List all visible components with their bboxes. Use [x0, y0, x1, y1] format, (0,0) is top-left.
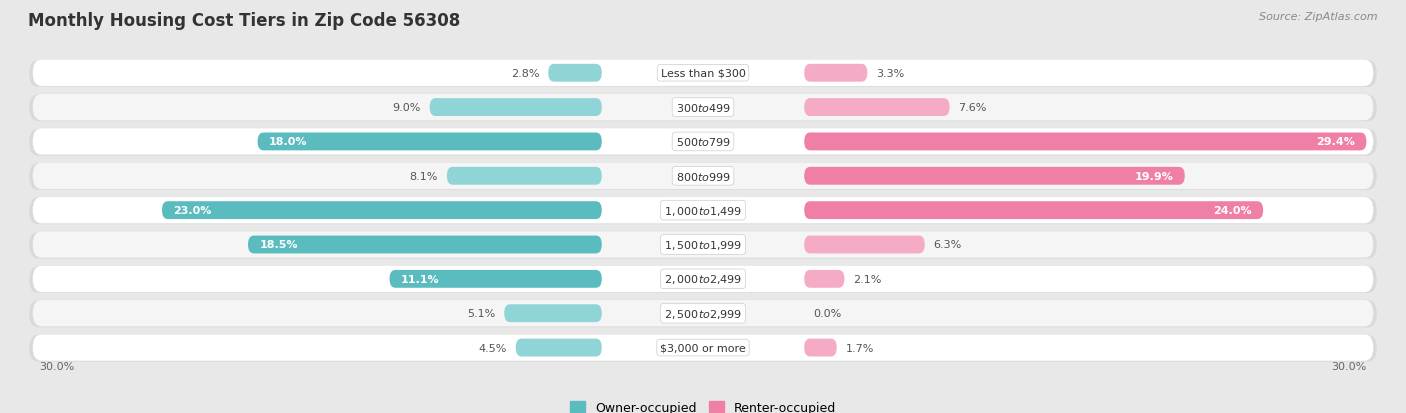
Text: 2.8%: 2.8% — [510, 69, 540, 78]
Text: 3.3%: 3.3% — [876, 69, 904, 78]
Text: $1,500 to $1,999: $1,500 to $1,999 — [664, 238, 742, 252]
FancyBboxPatch shape — [32, 60, 1374, 87]
Text: 0.0%: 0.0% — [813, 309, 841, 318]
FancyBboxPatch shape — [505, 304, 602, 323]
Text: $500 to $799: $500 to $799 — [675, 136, 731, 148]
FancyBboxPatch shape — [804, 236, 925, 254]
FancyBboxPatch shape — [32, 232, 1374, 258]
FancyBboxPatch shape — [430, 99, 602, 117]
Text: 23.0%: 23.0% — [173, 206, 211, 216]
FancyBboxPatch shape — [30, 61, 1376, 88]
Text: $3,000 or more: $3,000 or more — [661, 343, 745, 353]
FancyBboxPatch shape — [162, 202, 602, 220]
Text: 29.4%: 29.4% — [1316, 137, 1355, 147]
FancyBboxPatch shape — [257, 133, 602, 151]
FancyBboxPatch shape — [32, 300, 1374, 327]
FancyBboxPatch shape — [32, 335, 1374, 361]
FancyBboxPatch shape — [30, 164, 1376, 190]
FancyBboxPatch shape — [32, 95, 1374, 121]
FancyBboxPatch shape — [32, 129, 1374, 155]
FancyBboxPatch shape — [30, 129, 1376, 156]
Text: 30.0%: 30.0% — [39, 361, 75, 371]
FancyBboxPatch shape — [30, 232, 1376, 259]
FancyBboxPatch shape — [447, 167, 602, 185]
Text: 19.9%: 19.9% — [1135, 171, 1174, 181]
FancyBboxPatch shape — [548, 65, 602, 83]
FancyBboxPatch shape — [30, 198, 1376, 225]
FancyBboxPatch shape — [30, 301, 1376, 328]
FancyBboxPatch shape — [32, 197, 1374, 224]
Text: 1.7%: 1.7% — [846, 343, 875, 353]
FancyBboxPatch shape — [804, 339, 837, 356]
FancyBboxPatch shape — [247, 236, 602, 254]
FancyBboxPatch shape — [32, 163, 1374, 190]
FancyBboxPatch shape — [389, 270, 602, 288]
FancyBboxPatch shape — [32, 266, 1374, 292]
Text: 9.0%: 9.0% — [392, 103, 420, 113]
FancyBboxPatch shape — [804, 99, 949, 117]
FancyBboxPatch shape — [30, 335, 1376, 362]
Text: 4.5%: 4.5% — [478, 343, 506, 353]
Text: $1,000 to $1,499: $1,000 to $1,499 — [664, 204, 742, 217]
Text: 5.1%: 5.1% — [467, 309, 495, 318]
Text: 8.1%: 8.1% — [409, 171, 437, 181]
FancyBboxPatch shape — [30, 95, 1376, 122]
Text: 24.0%: 24.0% — [1213, 206, 1251, 216]
FancyBboxPatch shape — [804, 202, 1263, 220]
FancyBboxPatch shape — [30, 266, 1376, 293]
FancyBboxPatch shape — [804, 167, 1185, 185]
Text: $2,000 to $2,499: $2,000 to $2,499 — [664, 273, 742, 286]
Text: 6.3%: 6.3% — [934, 240, 962, 250]
Text: $300 to $499: $300 to $499 — [675, 102, 731, 114]
Text: Monthly Housing Cost Tiers in Zip Code 56308: Monthly Housing Cost Tiers in Zip Code 5… — [28, 12, 460, 30]
FancyBboxPatch shape — [804, 133, 1367, 151]
FancyBboxPatch shape — [804, 65, 868, 83]
Text: 11.1%: 11.1% — [401, 274, 440, 284]
Text: 30.0%: 30.0% — [1331, 361, 1367, 371]
Text: Less than $300: Less than $300 — [661, 69, 745, 78]
Text: Source: ZipAtlas.com: Source: ZipAtlas.com — [1260, 12, 1378, 22]
FancyBboxPatch shape — [804, 270, 845, 288]
Text: 18.0%: 18.0% — [269, 137, 308, 147]
Text: $2,500 to $2,999: $2,500 to $2,999 — [664, 307, 742, 320]
Legend: Owner-occupied, Renter-occupied: Owner-occupied, Renter-occupied — [569, 401, 837, 413]
Text: 7.6%: 7.6% — [959, 103, 987, 113]
Text: 18.5%: 18.5% — [259, 240, 298, 250]
FancyBboxPatch shape — [516, 339, 602, 356]
Text: $800 to $999: $800 to $999 — [675, 171, 731, 183]
Text: 2.1%: 2.1% — [853, 274, 882, 284]
